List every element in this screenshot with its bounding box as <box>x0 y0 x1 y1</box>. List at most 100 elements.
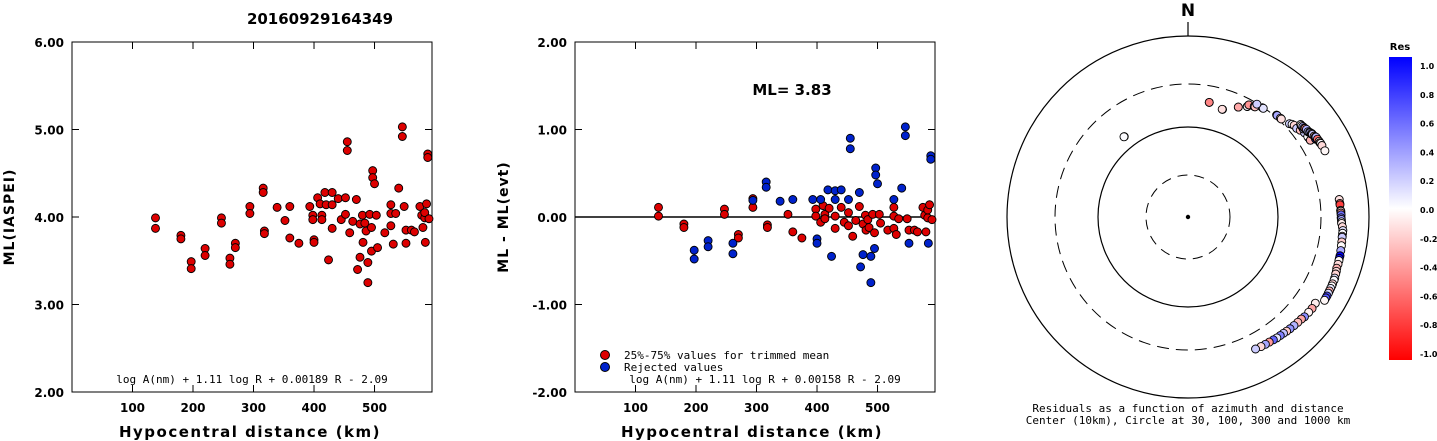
data-point-trimmed <box>654 202 663 212</box>
data-point-trimmed <box>824 203 834 213</box>
chart-residual-vs-distance: 100 200 300 400 500 -2.00 -1.00 0.00 1.00 2.00 ML… <box>496 36 937 441</box>
data-point <box>386 200 396 210</box>
y-tick-label: 2.00 <box>34 386 64 400</box>
y-tick-label: 1.00 <box>537 124 567 138</box>
data-point-trimmed <box>811 211 821 221</box>
data-point-rejected <box>836 185 846 195</box>
station-point <box>1320 295 1329 305</box>
data-point <box>151 213 160 223</box>
data-point-rejected <box>866 251 876 261</box>
data-point-trimmed <box>820 214 830 224</box>
y-axis-label: ML - ML(evt) <box>496 161 512 272</box>
y-tick-label: 4.00 <box>34 211 64 225</box>
data-point-rejected <box>904 238 914 248</box>
data-point <box>373 243 382 253</box>
data-point <box>391 209 401 218</box>
x-tick-label: 400 <box>804 401 829 415</box>
station-point <box>1217 104 1227 114</box>
station-point <box>1320 146 1330 156</box>
legend-marker-rejected <box>600 362 610 372</box>
data-point-trimmed <box>654 211 663 221</box>
data-point-trimmed <box>719 209 729 219</box>
colorbar-tick-label: -0.2 <box>1420 235 1437 244</box>
y-tick-label: -2.00 <box>532 386 567 400</box>
data-point <box>309 237 319 247</box>
data-point <box>370 179 379 189</box>
data-point <box>397 122 407 132</box>
data-point-rejected <box>748 195 758 205</box>
colorbar: Res 1.0 0.8 0.6 0.4 0.2 0.0 -0.2 -0.4 -0.6 -0.8 -1… <box>1389 42 1437 360</box>
axis-ticks: 100 200 300 400 500 2.00 3.00 4.00 5.00 6.00 <box>34 36 432 415</box>
x-tick-label: 200 <box>180 401 205 415</box>
data-point-trimmed <box>889 202 899 212</box>
data-point-rejected <box>873 179 882 189</box>
data-point-trimmed <box>762 223 772 232</box>
x-tick-label: 300 <box>241 401 266 415</box>
y-tick-label: 6.00 <box>34 36 64 50</box>
north-label: N <box>1181 1 1195 21</box>
data-point-rejected <box>889 195 899 204</box>
data-point <box>176 234 186 244</box>
colorbar-tick-label: 0.8 <box>1420 91 1435 100</box>
station-point <box>1119 132 1129 142</box>
y-tick-label: 0.00 <box>537 211 567 225</box>
data-point <box>151 223 160 233</box>
data-point <box>342 137 352 147</box>
data-point <box>186 264 196 274</box>
attenuation-formula: log A(nm) + 1.11 log R + 0.00189 R - 2.0… <box>116 373 388 386</box>
data-point <box>367 223 376 232</box>
data-point-trimmed <box>836 202 846 212</box>
data-point-trimmed <box>921 227 931 237</box>
data-point-trimmed <box>844 208 853 218</box>
data-point-trimmed <box>864 223 874 232</box>
caption-line-1: Residuals as a function of azimuth and d… <box>1032 402 1343 415</box>
data-point-trimmed <box>844 221 853 231</box>
data-point <box>418 223 428 232</box>
data-point <box>308 215 318 225</box>
data-point <box>380 228 390 238</box>
data-point-rejected <box>923 238 933 248</box>
y-tick-label: 3.00 <box>34 299 64 313</box>
data-point <box>258 188 268 197</box>
data-point-rejected <box>827 251 836 261</box>
data-point-rejected <box>926 154 936 164</box>
y-axis-label: ML(IASPEI) <box>2 169 18 266</box>
data-point-trimmed <box>874 209 884 219</box>
data-point <box>333 194 343 204</box>
data-point-trimmed <box>848 231 858 241</box>
data-point <box>294 238 304 248</box>
data-point <box>363 258 373 267</box>
data-point <box>423 153 433 162</box>
data-point-rejected <box>812 238 822 248</box>
colorbar-tick-label: 1.0 <box>1420 62 1435 71</box>
data-point <box>345 228 355 238</box>
data-point-trimmed <box>927 215 937 225</box>
colorbar-tick-label: -0.8 <box>1420 321 1437 330</box>
data-point-rejected <box>728 238 738 248</box>
axis-ticks: 100 200 300 400 500 -2.00 -1.00 0.00 1.00 2.00 <box>532 36 935 415</box>
data-point-rejected <box>900 122 910 132</box>
y-tick-label: -1.00 <box>532 299 567 313</box>
data-point <box>327 188 337 197</box>
data-point-trimmed <box>830 211 840 221</box>
data-point <box>245 209 255 218</box>
data-point <box>355 252 365 262</box>
data-point <box>327 200 337 210</box>
data-point <box>424 214 434 224</box>
data-point-trimmed <box>894 214 904 224</box>
data-point <box>353 265 363 274</box>
data-point-trimmed <box>925 200 935 210</box>
data-point <box>305 202 315 211</box>
epicenter-dot <box>1185 214 1191 220</box>
data-point <box>320 188 330 197</box>
data-point <box>200 251 210 260</box>
data-point-trimmed <box>679 223 689 232</box>
colorbar-tick-label: -1.0 <box>1420 350 1437 359</box>
data-point-trimmed <box>788 227 798 237</box>
data-point-rejected <box>845 144 855 154</box>
data-point <box>230 243 240 253</box>
x-tick-label: 500 <box>865 401 890 415</box>
data-point <box>327 223 337 233</box>
data-point <box>225 259 235 269</box>
chart-residual-azimuth: N Residuals as a function of azimuth and… <box>1006 1 1437 427</box>
